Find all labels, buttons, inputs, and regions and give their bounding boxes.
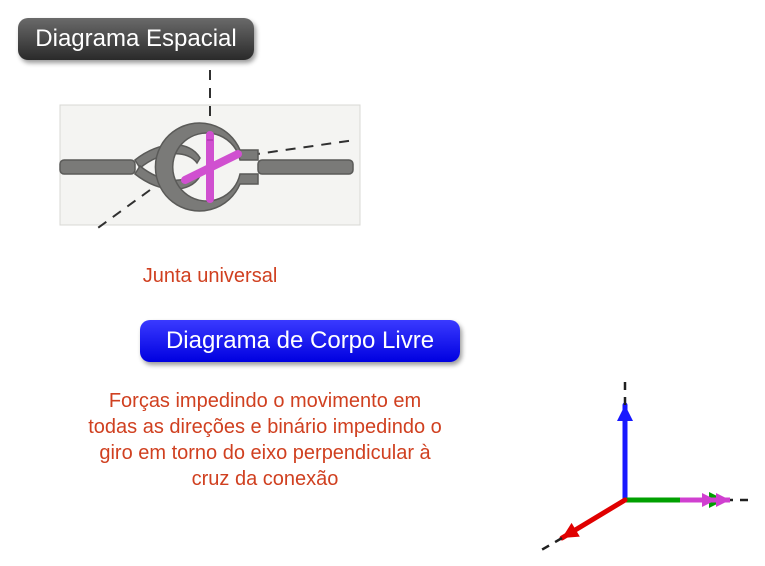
badge-free-body-diagram: Diagrama de Corpo Livre (140, 320, 460, 362)
caption-line: Forças impedindo o movimento em (40, 388, 490, 414)
caption-forces-description: Forças impedindo o movimento em todas as… (40, 388, 490, 492)
caption-line: cruz da conexão (40, 466, 490, 492)
badge-spatial-label: Diagrama Espacial (35, 25, 236, 52)
free-body-axis-diagram (500, 370, 760, 560)
universal-joint-diagram (40, 60, 400, 260)
caption-universal-joint-text: Junta universal (143, 265, 278, 287)
caption-line: todas as direções e binário impedindo o (40, 414, 490, 440)
caption-universal-joint: Junta universal (110, 265, 310, 288)
badge-fbd-label: Diagrama de Corpo Livre (166, 327, 434, 354)
caption-line: giro em torno do eixo perpendicular à (40, 440, 490, 466)
badge-spatial-diagram: Diagrama Espacial (18, 18, 254, 60)
